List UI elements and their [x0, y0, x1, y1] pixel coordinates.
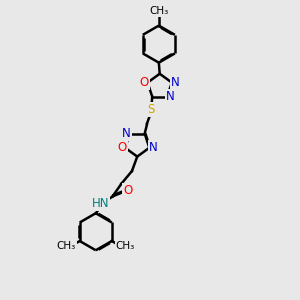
Text: O: O: [140, 76, 149, 89]
Text: HN: HN: [92, 197, 109, 210]
Text: CH₃: CH₃: [57, 242, 76, 251]
Text: N: N: [166, 90, 175, 103]
Text: O: O: [117, 141, 127, 154]
Text: O: O: [123, 184, 133, 197]
Text: N: N: [148, 141, 157, 154]
Text: N: N: [171, 76, 180, 89]
Text: CH₃: CH₃: [116, 242, 135, 251]
Text: CH₃: CH₃: [149, 6, 168, 16]
Text: S: S: [148, 103, 155, 116]
Text: N: N: [122, 127, 130, 140]
